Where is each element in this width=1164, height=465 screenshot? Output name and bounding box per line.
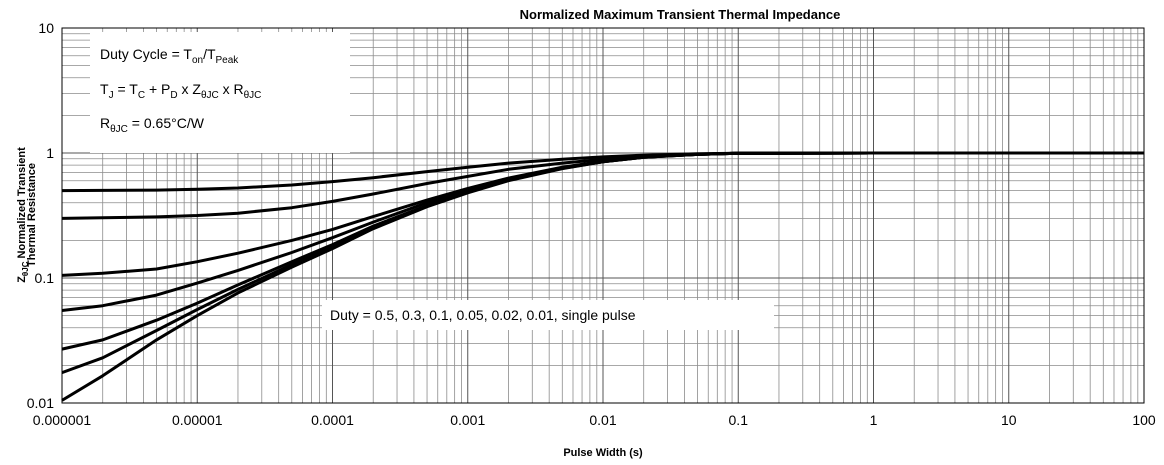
svg-text:Thermal Resistance: Thermal Resistance [26,163,38,267]
y-tick-label: 0.01 [27,395,54,411]
x-tick-label: 100 [1132,412,1156,428]
x-axis-title: Pulse Width (s) [563,447,643,459]
y-axis-tick-labels: 10 1 0.1 0.01 [27,20,54,411]
x-axis-tick-labels: 0.000001 0.00001 0.0001 0.001 0.01 0.1 1 10 100 [33,412,1156,428]
x-tick-label: 0.00001 [172,412,223,428]
x-tick-label: 1 [870,412,878,428]
plot-border [61,27,1145,404]
x-tick-label: 0.01 [589,412,616,428]
series-line-6 [61,151,1144,402]
chart-title: Normalized Maximum Transient Thermal Imp… [520,7,841,22]
x-tick-label: 10 [1001,412,1017,428]
x-tick-label: 0.001 [450,412,485,428]
y-tick-label: 1 [46,145,54,161]
duty-cycle-equation: Duty Cycle = Ton/TPeak [100,46,239,66]
x-tick-label: 0.000001 [33,412,92,428]
junction-temp-equation: TJ = TC + PD x ZθJC x RθJC [100,81,261,101]
y-axis-title: ZθJC Normalized Transient Thermal Resist… [16,147,38,283]
equation-box [90,32,350,153]
y-tick-label: 0.1 [35,270,55,286]
y-tick-label: 10 [38,20,54,36]
x-tick-label: 0.1 [729,412,749,428]
duty-label-box [322,300,774,330]
x-tick-label: 0.0001 [311,412,354,428]
series-lines [61,151,1144,402]
duty-label: Duty = 0.5, 0.3, 0.1, 0.05, 0.02, 0.01, … [330,307,636,323]
svg-text:ZθJC Normalized Transient: ZθJC Normalized Transient [16,147,30,283]
thermal-resistance-value: RθJC = 0.65°C/W [100,115,205,135]
